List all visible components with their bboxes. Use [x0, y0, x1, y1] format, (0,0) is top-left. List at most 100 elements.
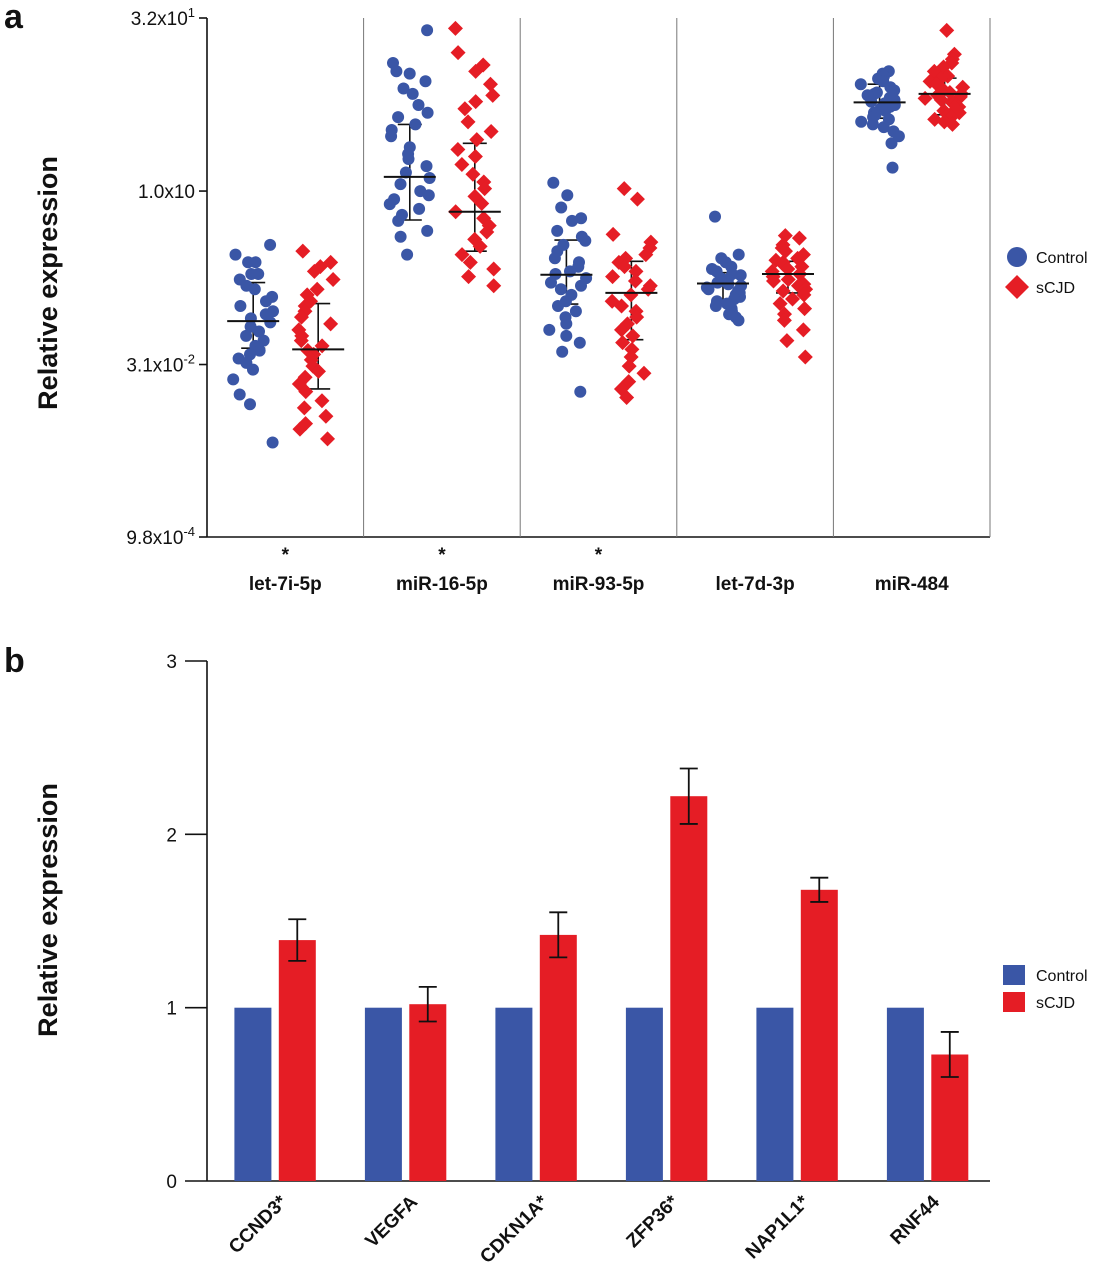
panel-a-point-control: [392, 111, 405, 124]
panel-a-point-control: [227, 373, 240, 386]
panel-a-point-scjd: [797, 301, 813, 317]
panel-a-point-control: [573, 336, 586, 349]
panel-a-point-control: [854, 78, 867, 91]
panel-a-points: [227, 20, 971, 449]
panel-a-point-control: [560, 329, 573, 342]
panel-b-legend: Control sCJD: [1003, 965, 1088, 1012]
panel-a-point-scjd: [776, 312, 792, 328]
panel-a-point-scjd: [629, 309, 645, 325]
panel-a-point-scjd: [623, 287, 639, 303]
panel-a-point-scjd: [933, 92, 949, 108]
panel-a-point-control: [866, 118, 879, 131]
panel-a-point-scjd: [477, 181, 493, 197]
panel-a-point-scjd: [295, 243, 311, 259]
panel-a-point-control: [545, 276, 557, 289]
panel-a-point-control: [253, 344, 266, 357]
panel-a-legend-marker-control: [1007, 247, 1027, 267]
panel-a-point-scjd: [795, 247, 811, 263]
panel-a-point-control: [421, 24, 434, 37]
panel-a-point-scjd: [479, 224, 495, 240]
panel-a-scatter-chart: Relative expression 3.2x1011.0x103.1x10-…: [33, 5, 1088, 595]
panel-a-point-scjd: [605, 226, 621, 242]
panel-b-bar-scjd: [539, 934, 577, 1181]
panel-a-axes: [206, 18, 991, 538]
panel-a-point-control: [732, 248, 745, 261]
panel-a-category-labels: * let-7i-5p * miR-16-5p * miR-93-5p let-7d-3p m…: [249, 545, 949, 595]
panel-a-point-scjd: [627, 273, 643, 289]
panel-a-point-scjd: [796, 287, 812, 303]
panel-b-category-label-zfp36: ZFP36*: [623, 1191, 684, 1252]
panel-b-category-label-rnf44: RNF44: [887, 1191, 945, 1249]
panel-a-point-control: [403, 67, 416, 80]
panel-a-point-control: [561, 189, 574, 202]
panel-a-point-control: [264, 238, 277, 251]
panel-a-point-control: [247, 363, 259, 376]
panel-b-bar-scjd: [278, 940, 316, 1181]
panel-b-bar-control: [756, 1007, 794, 1181]
panel-a-y-tick-exponent: -4: [183, 524, 195, 539]
panel-a-point-scjd: [325, 272, 341, 288]
panel-a-point-control: [579, 234, 592, 247]
panel-a-point-scjd: [467, 148, 483, 164]
panel-a-point-scjd: [486, 278, 502, 294]
panel-a-legend: Control sCJD: [1005, 247, 1088, 299]
panel-a-point-scjd: [797, 349, 813, 365]
panel-a-point-control: [702, 283, 715, 296]
panel-a-point-scjd: [482, 76, 498, 92]
panel-a-point-scjd: [636, 365, 652, 381]
panel-a-legend-label-scjd: sCJD: [1036, 280, 1075, 297]
panel-a-point-scjd: [486, 261, 502, 277]
panel-b-category-label-cdkn1a: CDKN1A*: [476, 1191, 552, 1267]
panel-a-point-scjd: [469, 132, 485, 148]
panel-a-point-scjd: [296, 400, 312, 416]
panel-b-bar-control: [886, 1007, 924, 1181]
panel-a-point-control: [233, 388, 246, 401]
panel-a-point-control: [244, 398, 256, 411]
panel-b-category-label-ccnd3: CCND3*: [225, 1191, 292, 1258]
panel-b-bar-control: [495, 1007, 533, 1181]
panel-a-point-scjd: [775, 283, 791, 299]
panel-a-point-scjd: [318, 408, 334, 424]
panel-a-point-scjd: [468, 94, 484, 110]
panel-a-point-control: [548, 252, 561, 265]
panel-a-point-control: [383, 198, 396, 211]
panel-a-point-scjd: [462, 254, 478, 270]
panel-a-point-control: [423, 172, 436, 184]
panel-a-point-scjd: [450, 141, 466, 157]
panel-a-y-tick-label: 3.2x101: [131, 5, 195, 30]
panel-a-point-control: [412, 99, 425, 111]
panel-a-point-scjd: [323, 316, 339, 332]
panel-a-y-tick-label: 9.8x10-4: [126, 524, 195, 549]
panel-a-point-control: [392, 214, 405, 227]
panel-a-point-control: [421, 224, 434, 237]
panel-a-significance-marker: *: [282, 545, 290, 566]
panel-b-axes: [206, 661, 990, 1182]
panel-a-legend-marker-scjd: [1005, 275, 1029, 299]
panel-a-point-scjd: [457, 101, 473, 117]
panel-a-point-control: [734, 269, 747, 282]
panel-b-error-bars: [288, 767, 959, 1078]
panel-b-bar-scjd: [670, 796, 708, 1181]
panel-a-point-scjd: [468, 63, 484, 79]
panel-a-y-tick-base: 9.8x10: [126, 528, 183, 549]
panel-a-point-control: [575, 212, 588, 225]
panel-a-point-control: [413, 202, 426, 215]
panel-a-point-control: [547, 176, 560, 189]
panel-b-bar-chart: Relative expression 0 1 2 3 CCND3* VEGFA CDKN…: [33, 652, 1088, 1268]
panel-a-point-control: [385, 130, 398, 143]
panel-b-y-axis-label: Relative expression: [33, 783, 63, 1037]
panel-a-point-control: [569, 305, 582, 318]
panel-a-category-label-let-7i-5p: let-7i-5p: [249, 574, 322, 595]
panel-a-point-scjd: [447, 20, 463, 36]
panel-a-point-control: [886, 161, 899, 174]
panel-a-point-control: [266, 436, 279, 449]
panel-a-point-scjd: [298, 384, 314, 400]
panel-a-point-scjd: [766, 273, 782, 289]
panel-b-y-tick-label: 3: [166, 652, 177, 673]
panel-a-point-scjd: [483, 123, 499, 139]
panel-a-point-scjd: [314, 393, 330, 409]
panel-a-point-scjd: [617, 259, 633, 275]
panel-a-point-control: [419, 75, 432, 88]
